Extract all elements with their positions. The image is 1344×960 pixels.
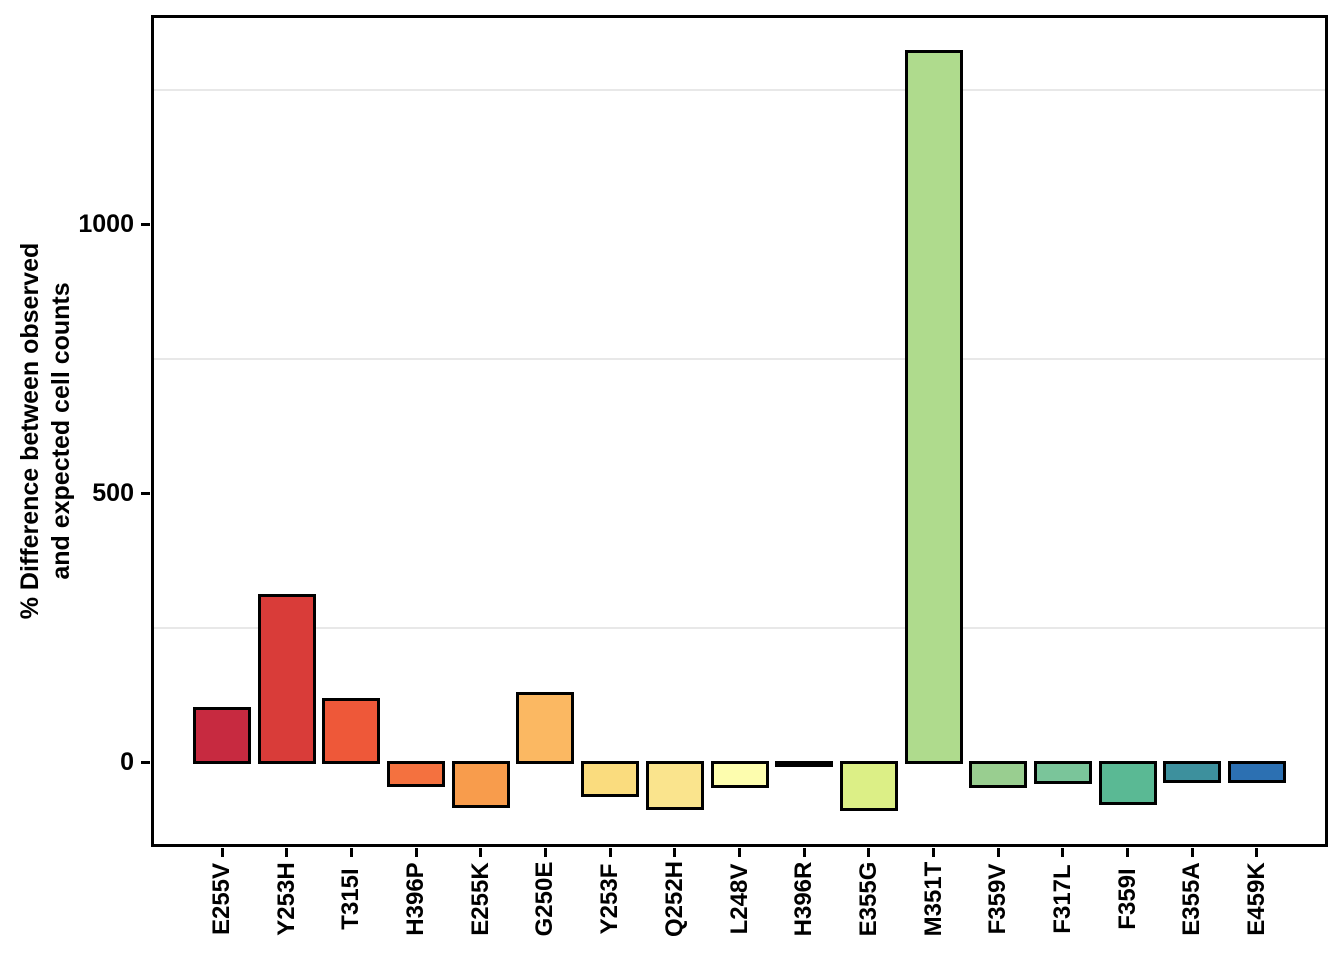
bar-E355A <box>1163 760 1222 784</box>
y-axis-tick-500 <box>141 491 150 495</box>
x-axis-tick-F317L <box>1061 848 1065 857</box>
x-axis-label-E459K: E459K <box>1242 862 1270 936</box>
y-axis-title-line1: % Difference between observed <box>16 242 44 620</box>
y-axis-tick-label-500: 500 <box>92 479 134 508</box>
bar-Y253F <box>581 760 640 798</box>
x-axis-tick-T315I <box>349 848 353 857</box>
x-axis-tick-M351T <box>932 848 935 857</box>
bar-H396P <box>387 760 446 787</box>
x-axis-tick-Y253H <box>285 848 289 857</box>
x-axis-label-Q252H: Q252H <box>660 860 688 938</box>
minor-gridline-1250 <box>154 88 1325 91</box>
x-axis-label-F359I: F359I <box>1113 868 1141 930</box>
bar-F359I <box>1098 760 1157 806</box>
x-axis-label-T315I: T315I <box>337 868 365 930</box>
bar-F317L <box>1033 760 1092 785</box>
minor-gridline-250 <box>154 626 1325 629</box>
x-axis-tick-G250E <box>543 848 547 857</box>
x-axis-tick-F359V <box>996 848 1000 857</box>
x-axis-label-E255V: E255V <box>208 862 236 936</box>
minor-gridline-750 <box>154 357 1325 360</box>
plot-panel <box>151 15 1328 847</box>
y-axis-title: % Difference between observed and expect… <box>15 243 77 620</box>
x-axis-label-M351T: M351T <box>919 861 947 937</box>
x-axis-label-Y253H: Y253H <box>272 862 300 936</box>
x-axis-tick-Y253F <box>608 848 612 857</box>
bar-F359V <box>969 760 1028 789</box>
x-axis-label-E355G: E355G <box>854 861 882 937</box>
bar-Q252H <box>645 760 704 811</box>
y-axis-tick-label-0: 0 <box>120 748 134 777</box>
x-axis-tick-L248V <box>738 848 741 857</box>
x-axis-tick-E255K <box>479 848 483 857</box>
bar-M351T <box>904 49 963 764</box>
x-axis-tick-Q252H <box>673 848 677 857</box>
x-axis-label-G250E: G250E <box>531 861 559 937</box>
x-axis-label-H396P: H396P <box>402 862 430 936</box>
y-axis-tick-label-1000: 1000 <box>78 210 134 239</box>
x-axis-tick-F359I <box>1126 848 1130 857</box>
bar-E255K <box>451 760 510 808</box>
bar-E355G <box>839 760 898 812</box>
x-axis-tick-E355A <box>1190 848 1194 857</box>
x-axis-tick-E355G <box>867 848 871 857</box>
y-axis-tick-0 <box>141 760 150 764</box>
x-axis-tick-H396R <box>802 848 806 857</box>
x-axis-tick-E255V <box>220 848 224 857</box>
y-axis-title-line2: and expected cell counts <box>47 282 75 580</box>
x-axis-label-L248V: L248V <box>725 863 753 935</box>
bar-E459K <box>1227 760 1286 784</box>
x-axis-label-Y253F: Y253F <box>596 863 624 935</box>
bar-L248V <box>710 760 769 788</box>
bar-H396R <box>775 760 834 767</box>
y-axis-tick-1000 <box>141 222 150 226</box>
x-axis-tick-H396P <box>414 848 418 857</box>
bar-G250E <box>516 691 575 764</box>
x-axis-label-E355A: E355A <box>1178 862 1206 936</box>
bar-Y253H <box>257 594 316 764</box>
x-axis-label-H396R: H396R <box>790 861 818 937</box>
x-axis-label-E255K: E255K <box>466 862 494 936</box>
bar-E255V <box>193 706 252 764</box>
x-axis-label-F359V: F359V <box>984 863 1012 935</box>
x-axis-tick-E459K <box>1255 848 1259 857</box>
x-axis-label-F317L: F317L <box>1048 864 1076 934</box>
bar-T315I <box>322 697 381 764</box>
